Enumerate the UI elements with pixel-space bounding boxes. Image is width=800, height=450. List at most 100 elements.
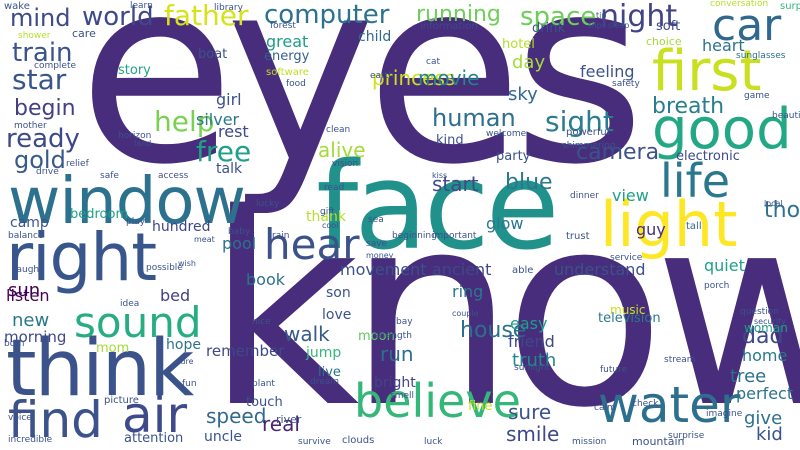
cloud-word: security xyxy=(754,317,786,326)
cloud-word: library xyxy=(214,3,243,13)
cloud-word: kind xyxy=(436,133,464,148)
cloud-word: pool xyxy=(222,234,257,253)
cloud-word: cure xyxy=(176,357,194,366)
cloud-word: trust xyxy=(566,231,590,242)
cloud-word: strength xyxy=(374,331,412,341)
cloud-word: tall xyxy=(686,221,702,232)
cloud-word: check xyxy=(632,399,659,409)
cloud-word: human xyxy=(432,104,516,132)
cloud-word: safe xyxy=(100,171,119,181)
cloud-word: river xyxy=(276,413,302,426)
cloud-word: listen xyxy=(6,286,50,305)
cloud-word: face xyxy=(316,138,560,277)
cloud-word: save xyxy=(366,239,388,249)
cloud-word: shower xyxy=(18,31,51,41)
cloud-word: hear xyxy=(264,220,360,269)
cloud-word: dad xyxy=(742,324,784,349)
cloud-word: kid xyxy=(756,424,783,445)
cloud-word: luck xyxy=(424,437,443,447)
cloud-word: welcome xyxy=(486,129,527,139)
cloud-word: kiss xyxy=(432,171,448,180)
cloud-word: care xyxy=(72,27,96,40)
cloud-word: survive xyxy=(298,437,331,447)
cloud-word: picture xyxy=(104,395,139,406)
cloud-word: heart xyxy=(702,36,745,55)
cloud-word: window xyxy=(8,165,246,239)
cloud-word: movie xyxy=(418,66,480,90)
cloud-word: father xyxy=(164,0,249,32)
cloud-word: stream xyxy=(664,355,696,365)
cloud-word: woman xyxy=(744,321,788,335)
cloud-word: energy xyxy=(264,49,310,64)
cloud-word: balance xyxy=(8,231,44,241)
cloud-word: clouds xyxy=(342,435,375,446)
cloud-word: child xyxy=(358,29,392,45)
cloud-word: morning xyxy=(4,328,67,346)
cloud-word: princess xyxy=(372,66,456,90)
cloud-word: laugh xyxy=(14,265,40,275)
cloud-word: thank xyxy=(306,209,346,225)
cloud-word: soft xyxy=(656,19,681,34)
cloud-word: learn xyxy=(130,1,153,11)
cloud-word: land xyxy=(134,139,152,148)
cloud-word: night xyxy=(600,0,678,34)
cloud-word: vision xyxy=(332,159,359,169)
cloud-word: horizon xyxy=(118,131,152,141)
cloud-word: world xyxy=(82,2,154,32)
cloud-word: glow xyxy=(486,214,524,233)
cloud-word: uncle xyxy=(204,429,242,445)
cloud-word: breath xyxy=(652,94,725,119)
cloud-word: wish xyxy=(178,259,197,268)
cloud-word: alive xyxy=(318,138,366,162)
cloud-word: television xyxy=(598,311,661,326)
cloud-word: beautiful xyxy=(772,111,800,121)
cloud-word: perfect xyxy=(736,384,794,403)
cloud-word: good xyxy=(652,97,792,162)
cloud-word: smile xyxy=(506,422,560,446)
cloud-word: book xyxy=(246,270,285,289)
cloud-word: ring xyxy=(452,282,484,301)
cloud-word: mind xyxy=(10,4,71,32)
cloud-word: rain xyxy=(272,231,290,241)
cloud-word: sky xyxy=(508,84,538,105)
cloud-word: house xyxy=(460,318,527,343)
cloud-word: ready xyxy=(6,124,80,154)
cloud-word: information xyxy=(420,21,478,32)
cloud-word: drive xyxy=(36,167,59,177)
cloud-word: believe xyxy=(354,374,521,428)
cloud-word: game xyxy=(744,91,770,101)
cloud-word: surprised xyxy=(780,1,800,12)
cloud-word: running xyxy=(416,2,501,27)
cloud-word: train xyxy=(12,38,73,68)
cloud-word: bright xyxy=(374,375,416,391)
cloud-word: quiet xyxy=(704,256,745,275)
cloud-word: lucky xyxy=(256,199,280,209)
cloud-word: run xyxy=(380,342,414,366)
cloud-word: nice xyxy=(252,317,271,327)
cloud-word: movement xyxy=(340,260,427,279)
cloud-word: guy xyxy=(636,220,666,239)
cloud-word: car xyxy=(712,0,782,51)
cloud-word: boat xyxy=(198,47,228,62)
cloud-word: free xyxy=(196,135,252,168)
cloud-word: help xyxy=(154,105,215,138)
cloud-word: clean xyxy=(326,125,351,135)
cloud-word: mission xyxy=(572,437,607,447)
cloud-word: mother xyxy=(14,121,47,131)
cloud-word: gift xyxy=(320,207,335,217)
cloud-word: choice xyxy=(646,35,682,48)
cloud-word: imagine xyxy=(706,409,743,419)
cloud-word: sun xyxy=(8,280,41,301)
cloud-word: sound xyxy=(74,298,202,347)
cloud-word: smell xyxy=(390,391,414,401)
cloud-word: right xyxy=(6,219,157,296)
cloud-word: local xyxy=(764,199,783,208)
cloud-word: tree xyxy=(730,366,767,387)
cloud-word: possible xyxy=(146,263,183,273)
cloud-word: hotel xyxy=(502,37,535,52)
cloud-word: cool xyxy=(322,221,339,230)
cloud-word: mountain xyxy=(632,435,685,448)
cloud-word: question xyxy=(740,307,779,317)
cloud-word: story xyxy=(118,63,151,78)
cloud-word: son xyxy=(326,285,351,301)
